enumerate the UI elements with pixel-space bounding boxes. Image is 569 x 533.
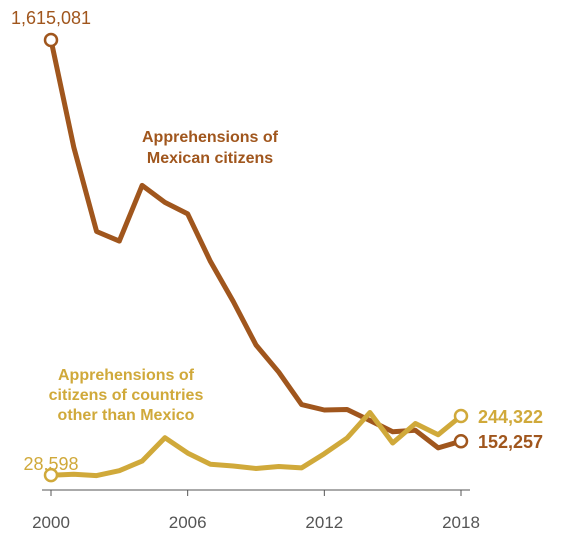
series-line-1 — [48, 410, 464, 479]
plot-area: 2000 2006 2012 2018 Apprehensions of Mexican… — [11, 8, 543, 532]
series-1-endpoint — [453, 408, 469, 424]
series-1-label-line: citizens of countries — [49, 387, 204, 404]
series-0-label-line: Mexican citizens — [147, 150, 273, 167]
series-1-endpoint — [43, 467, 59, 483]
series-labels: Apprehensions of Mexican citizens 1,615,08… — [11, 8, 543, 474]
series-1-start-value: 28,598 — [23, 454, 78, 474]
series-line-0 — [48, 37, 464, 451]
series-0-endpoint — [43, 32, 59, 48]
x-tick-label: 2006 — [169, 513, 207, 532]
x-tick-label: 2018 — [442, 513, 480, 532]
series-0-endpoint — [453, 433, 469, 449]
series-lines — [43, 32, 469, 483]
series-1-end-value: 244,322 — [478, 407, 543, 427]
series-0-label-line: Apprehensions of — [142, 129, 279, 146]
x-axis-ticks: 2000 2006 2012 2018 — [32, 490, 480, 532]
series-1-label-line: other than Mexico — [58, 407, 195, 424]
x-tick-label: 2000 — [32, 513, 70, 532]
x-tick-label: 2012 — [305, 513, 343, 532]
series-0-start-value: 1,615,081 — [11, 8, 91, 28]
series-1-label-line: Apprehensions of — [58, 367, 195, 384]
series-0-end-value: 152,257 — [478, 432, 543, 452]
